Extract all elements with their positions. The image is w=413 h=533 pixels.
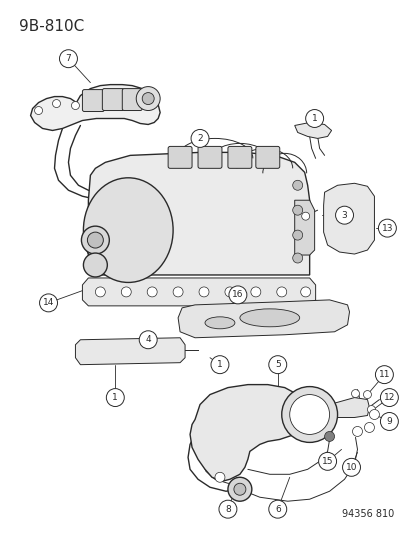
FancyBboxPatch shape	[102, 88, 124, 110]
Circle shape	[95, 287, 105, 297]
FancyBboxPatch shape	[168, 147, 192, 168]
Text: 14: 14	[43, 298, 54, 308]
Ellipse shape	[239, 309, 299, 327]
FancyBboxPatch shape	[122, 88, 142, 110]
Text: 6: 6	[274, 505, 280, 514]
Text: 2: 2	[197, 134, 202, 143]
Circle shape	[35, 107, 43, 115]
Text: 9B-810C: 9B-810C	[19, 19, 84, 34]
Circle shape	[363, 391, 370, 399]
Circle shape	[121, 287, 131, 297]
Circle shape	[324, 431, 334, 441]
Circle shape	[40, 294, 57, 312]
Circle shape	[71, 102, 79, 109]
Circle shape	[214, 472, 224, 482]
Text: 1: 1	[216, 360, 222, 369]
Circle shape	[190, 130, 209, 148]
Polygon shape	[294, 123, 331, 139]
Circle shape	[305, 109, 323, 127]
Circle shape	[228, 477, 251, 501]
Circle shape	[83, 253, 107, 277]
Ellipse shape	[204, 317, 234, 329]
Circle shape	[380, 413, 397, 431]
Circle shape	[211, 356, 228, 374]
Text: 15: 15	[321, 457, 332, 466]
Circle shape	[351, 390, 358, 398]
Circle shape	[81, 226, 109, 254]
Polygon shape	[190, 385, 307, 481]
Text: 9: 9	[386, 417, 391, 426]
Circle shape	[147, 287, 157, 297]
Circle shape	[368, 409, 378, 419]
Circle shape	[218, 500, 236, 518]
Circle shape	[292, 253, 302, 263]
FancyBboxPatch shape	[228, 147, 251, 168]
FancyBboxPatch shape	[197, 147, 221, 168]
Circle shape	[228, 286, 246, 304]
Circle shape	[289, 394, 329, 434]
Circle shape	[367, 406, 375, 414]
Polygon shape	[178, 300, 349, 338]
Polygon shape	[75, 338, 185, 365]
Circle shape	[292, 180, 302, 190]
Ellipse shape	[83, 178, 173, 282]
FancyBboxPatch shape	[82, 90, 104, 111]
Circle shape	[281, 386, 337, 442]
Text: 4: 4	[145, 335, 151, 344]
Circle shape	[142, 93, 154, 104]
Text: 10: 10	[345, 463, 356, 472]
Text: 13: 13	[381, 224, 392, 232]
Circle shape	[199, 287, 209, 297]
Circle shape	[351, 426, 362, 437]
Circle shape	[268, 356, 286, 374]
Circle shape	[59, 50, 77, 68]
Polygon shape	[82, 278, 315, 306]
Text: 12: 12	[383, 393, 394, 402]
Circle shape	[87, 232, 103, 248]
Circle shape	[363, 423, 373, 432]
Circle shape	[106, 389, 124, 407]
Circle shape	[292, 230, 302, 240]
Circle shape	[300, 287, 310, 297]
Circle shape	[136, 86, 160, 110]
Text: 11: 11	[378, 370, 389, 379]
Polygon shape	[329, 398, 368, 417]
Text: 16: 16	[232, 290, 243, 300]
Text: 1: 1	[112, 393, 118, 402]
Circle shape	[173, 287, 183, 297]
Circle shape	[139, 331, 157, 349]
Circle shape	[375, 366, 392, 384]
Text: 3: 3	[341, 211, 347, 220]
Text: 7: 7	[65, 54, 71, 63]
FancyBboxPatch shape	[255, 147, 279, 168]
Circle shape	[335, 206, 353, 224]
Circle shape	[342, 458, 360, 477]
Circle shape	[301, 212, 309, 220]
Circle shape	[380, 389, 397, 407]
Polygon shape	[31, 85, 160, 131]
Polygon shape	[88, 152, 309, 275]
Circle shape	[292, 205, 302, 215]
Text: 8: 8	[225, 505, 230, 514]
Circle shape	[233, 483, 245, 495]
Polygon shape	[323, 183, 373, 254]
Text: 1: 1	[311, 114, 317, 123]
Circle shape	[52, 100, 60, 108]
Circle shape	[318, 453, 336, 470]
Circle shape	[224, 287, 234, 297]
Text: 94356 810: 94356 810	[341, 509, 394, 519]
Circle shape	[377, 219, 395, 237]
Circle shape	[268, 500, 286, 518]
Circle shape	[250, 287, 260, 297]
Polygon shape	[294, 200, 314, 255]
Text: 5: 5	[274, 360, 280, 369]
Circle shape	[276, 287, 286, 297]
